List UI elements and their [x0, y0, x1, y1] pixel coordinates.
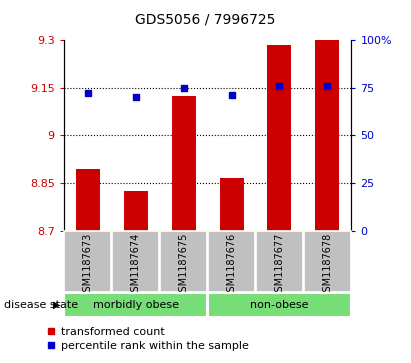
Legend: transformed count, percentile rank within the sample: transformed count, percentile rank withi… [47, 327, 249, 351]
Bar [315, 40, 339, 231]
Bar [124, 191, 148, 231]
Bar [208, 293, 351, 317]
Text: non-obese: non-obese [250, 300, 309, 310]
Bar [304, 231, 351, 292]
Point [324, 83, 331, 89]
Point [132, 94, 139, 100]
Bar [76, 168, 100, 231]
Text: disease state: disease state [4, 300, 78, 310]
Point [276, 83, 283, 89]
Text: GSM1187673: GSM1187673 [83, 233, 92, 298]
Bar [208, 231, 255, 292]
Text: ▶: ▶ [53, 300, 61, 310]
Bar [256, 231, 303, 292]
Bar [64, 293, 207, 317]
Text: GSM1187677: GSM1187677 [275, 233, 284, 298]
Text: GSM1187676: GSM1187676 [226, 233, 236, 298]
Text: GSM1187674: GSM1187674 [131, 233, 141, 298]
Point [84, 90, 91, 96]
Point [228, 92, 235, 98]
Bar [112, 231, 159, 292]
Point [180, 85, 187, 90]
Text: GSM1187678: GSM1187678 [323, 233, 332, 298]
Bar [172, 95, 196, 231]
Text: morbidly obese: morbidly obese [92, 300, 179, 310]
Bar [219, 178, 243, 231]
Bar [64, 231, 111, 292]
Bar [268, 45, 291, 231]
Text: GDS5056 / 7996725: GDS5056 / 7996725 [135, 13, 276, 27]
Text: GSM1187675: GSM1187675 [179, 233, 189, 298]
Bar [160, 231, 207, 292]
